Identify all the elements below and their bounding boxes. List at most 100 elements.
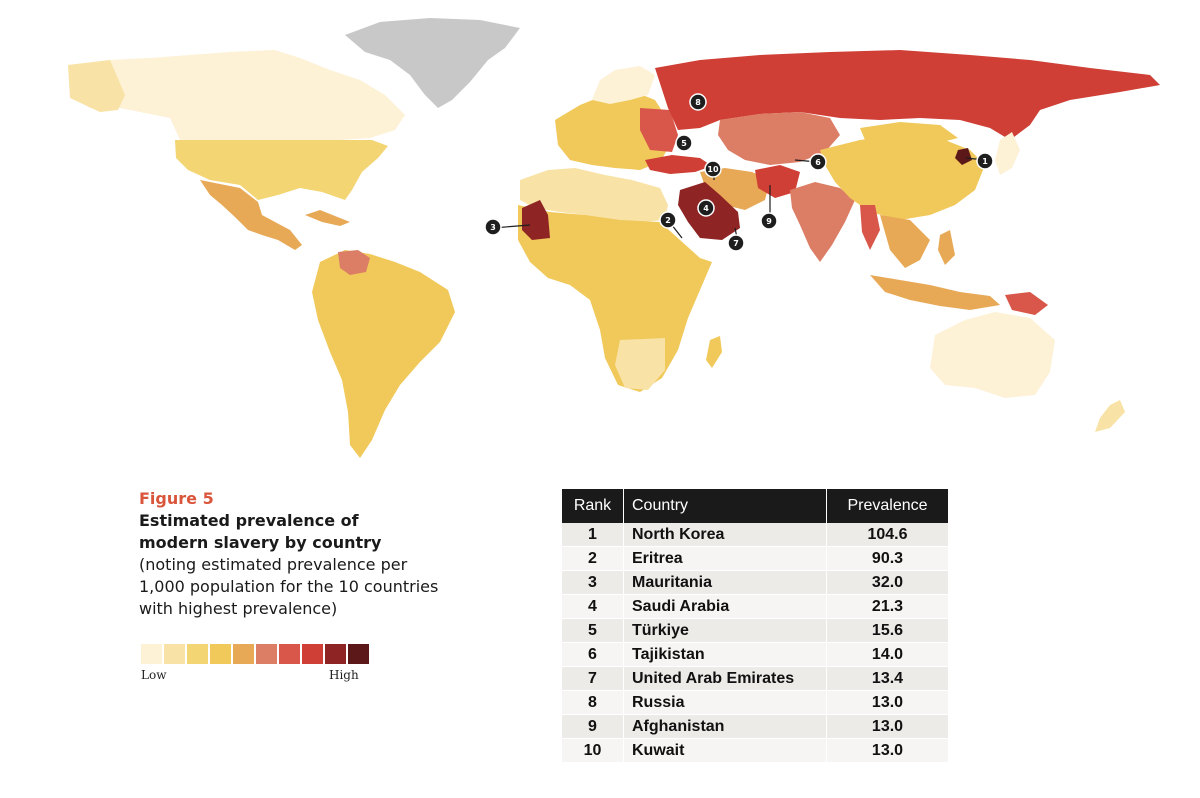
header-country: Country <box>623 489 827 523</box>
marker-label: 5 <box>681 139 687 148</box>
cell-prevalence: 104.6 <box>826 523 948 547</box>
legend-swatch-10 <box>348 644 369 664</box>
marker-circle <box>727 234 745 252</box>
marker-label: 6 <box>815 158 821 167</box>
region-venezuela <box>338 250 370 275</box>
table-row: 6 Tajikistan 14.0 <box>562 642 948 667</box>
region-canada <box>68 50 405 140</box>
cell-rank: 2 <box>562 546 624 571</box>
cell-prevalence: 90.3 <box>826 546 948 571</box>
region-new-zealand <box>1095 400 1125 432</box>
region-south-america <box>312 250 455 458</box>
cell-prevalence: 13.0 <box>826 738 948 763</box>
marker-circle <box>689 93 707 111</box>
region-madagascar <box>706 336 722 368</box>
region-southern-africa <box>615 338 665 390</box>
region-central-asia <box>718 112 840 165</box>
cell-prevalence: 13.4 <box>826 666 948 691</box>
legend-swatch-2 <box>164 644 185 664</box>
region-scandinavia <box>592 66 655 104</box>
region-myanmar <box>860 205 880 250</box>
cell-country: Eritrea <box>623 546 827 571</box>
cell-prevalence: 32.0 <box>826 570 948 595</box>
marker-circle <box>704 160 722 178</box>
region-china <box>820 135 985 220</box>
marker-circle <box>760 212 778 230</box>
table-row: 3 Mauritania 32.0 <box>562 570 948 595</box>
marker-circle <box>976 152 994 170</box>
legend-swatch-4 <box>210 644 231 664</box>
cell-country: United Arab Emirates <box>623 666 827 691</box>
figure-caption: Figure 5 Estimated prevalence of modern … <box>139 488 499 620</box>
map-marker-10: 10 <box>704 160 722 178</box>
legend-high-label: High <box>329 668 359 682</box>
figure-title: Estimated prevalence of modern slavery b… <box>139 511 382 552</box>
region-alaska <box>68 60 125 112</box>
figure-label: Figure 5 <box>139 489 214 508</box>
ranking-table: Rank Country Prevalence 1 North Korea 104.… <box>562 489 948 763</box>
map-marker-3: 3 <box>484 218 502 236</box>
region-mexico <box>200 180 302 250</box>
marker-circle <box>809 153 827 171</box>
marker-label: 10 <box>707 165 719 174</box>
map-marker-7: 7 <box>727 234 745 252</box>
region-southeast-asia <box>880 215 930 268</box>
cell-country: Mauritania <box>623 570 827 595</box>
cell-country: Afghanistan <box>623 714 827 739</box>
marker-circle <box>659 211 677 229</box>
legend-swatch-9 <box>325 644 346 664</box>
region-russia <box>655 50 1160 140</box>
cell-prevalence: 21.3 <box>826 594 948 619</box>
legend-swatch-8 <box>302 644 323 664</box>
cell-country: Saudi Arabia <box>623 594 827 619</box>
table-row: 9 Afghanistan 13.0 <box>562 714 948 739</box>
region-north-korea <box>955 148 972 165</box>
region-mongolia <box>860 122 958 145</box>
marker-label: 8 <box>695 98 701 107</box>
legend-swatch-7 <box>279 644 300 664</box>
map-marker-1: 1 <box>976 152 994 170</box>
cell-rank: 4 <box>562 594 624 619</box>
legend-swatch-5 <box>233 644 254 664</box>
legend-swatch-1 <box>141 644 162 664</box>
cell-country: Kuwait <box>623 738 827 763</box>
cell-prevalence: 13.0 <box>826 690 948 715</box>
header-rank: Rank <box>562 489 624 523</box>
marker-label: 4 <box>703 204 709 213</box>
marker-label: 9 <box>766 217 772 226</box>
marker-label: 3 <box>490 223 496 232</box>
map-marker-5: 5 <box>675 134 693 152</box>
cell-rank: 5 <box>562 618 624 643</box>
cell-country: North Korea <box>623 523 827 547</box>
cell-rank: 1 <box>562 523 624 547</box>
cell-country: Russia <box>623 690 827 715</box>
cell-country: Türkiye <box>623 618 827 643</box>
region-afghanistan <box>755 165 800 198</box>
table-row: 7 United Arab Emirates 13.4 <box>562 666 948 691</box>
map-marker-6: 6 <box>809 153 827 171</box>
region-usa <box>175 140 388 200</box>
marker-label: 7 <box>733 239 739 248</box>
region-indonesia <box>870 275 1000 310</box>
region-india <box>790 182 855 262</box>
table-row: 10 Kuwait 13.0 <box>562 738 948 763</box>
marker-label: 1 <box>982 157 988 166</box>
table-row: 5 Türkiye 15.6 <box>562 618 948 643</box>
region-greenland <box>345 18 520 108</box>
cell-rank: 6 <box>562 642 624 667</box>
cell-country: Tajikistan <box>623 642 827 667</box>
region-turkey <box>645 155 712 174</box>
header-prevalence: Prevalence <box>826 489 948 523</box>
cell-prevalence: 13.0 <box>826 714 948 739</box>
cell-rank: 10 <box>562 738 624 763</box>
legend-swatch-3 <box>187 644 208 664</box>
table-row: 2 Eritrea 90.3 <box>562 546 948 571</box>
cell-rank: 7 <box>562 666 624 691</box>
region-north-africa <box>520 168 668 222</box>
cell-prevalence: 15.6 <box>826 618 948 643</box>
legend-swatch-6 <box>256 644 277 664</box>
figure-note: (noting estimated prevalence per 1,000 p… <box>139 555 439 618</box>
marker-circle <box>675 134 693 152</box>
map-marker-2: 2 <box>659 211 677 229</box>
cell-rank: 3 <box>562 570 624 595</box>
